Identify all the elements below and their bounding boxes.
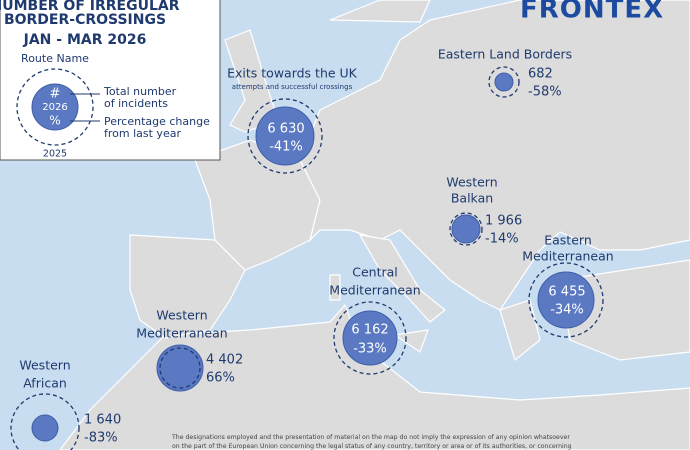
legend-number: # (50, 87, 61, 102)
legend-year: 2026 (42, 102, 67, 113)
disclaimer: on the part of the European Union concer… (172, 443, 572, 450)
route-total: 6 455 (548, 285, 585, 300)
route-total: 682 (528, 67, 553, 82)
route-ring (528, 262, 604, 338)
route-ring (247, 98, 323, 174)
route-ring (333, 301, 407, 375)
route-ring (159, 347, 201, 389)
legend-ring (16, 68, 94, 146)
route-name: Eastern (544, 233, 592, 248)
route-dot (451, 214, 481, 244)
land (59, 0, 690, 450)
route-name: Mediterranean (329, 283, 420, 298)
route-dot (494, 72, 514, 92)
route-total: 6 162 (351, 323, 388, 338)
route-total: 6 630 (267, 122, 304, 137)
title: BORDER-CROSSINGS (4, 12, 166, 28)
route-name: Central (352, 265, 398, 280)
route-name: Western (156, 308, 207, 323)
disclaimer: The designations employed and the presen… (171, 434, 570, 441)
route-dot (156, 344, 204, 392)
route-change: -83% (84, 431, 118, 446)
route-name: Eastern Land Borders (438, 47, 572, 62)
route-subtitle: attempts and successful crossings (232, 83, 353, 91)
route-change: -58% (528, 85, 562, 100)
route-change: -33% (353, 342, 387, 357)
route-dot (255, 106, 315, 166)
route-dot (342, 310, 398, 366)
route-total: 1 640 (84, 413, 121, 428)
route-name: African (23, 376, 67, 391)
legend-route-name: Route Name (21, 52, 89, 65)
legend-percent: % (49, 114, 60, 128)
route-dot (537, 271, 595, 329)
route-name: Western (19, 358, 70, 373)
legend-label: of incidents (104, 97, 168, 110)
route-change: -14% (485, 232, 519, 247)
route-ring (488, 66, 520, 98)
legend-year: 2025 (43, 149, 67, 160)
route-ring (449, 212, 483, 246)
route-name: Mediterranean (136, 326, 227, 341)
route-ring (10, 393, 80, 450)
title: NUMBER OF IRREGULAR (0, 0, 180, 14)
logo: FRONTEX (520, 0, 664, 25)
legend-label: Percentage change (104, 115, 210, 128)
route-dot (31, 414, 59, 442)
route-name: Mediterranean (522, 249, 613, 264)
route-total: 4 402 (206, 353, 243, 368)
legend-box (0, 0, 221, 161)
legend-label: Total number (103, 85, 177, 98)
route-total: 1 966 (485, 214, 522, 229)
route-name: Exits towards the UK (227, 66, 358, 81)
route-change: 66% (206, 371, 235, 386)
route-change: -41% (269, 140, 303, 155)
route-change: -34% (550, 303, 584, 318)
title: JAN - MAR 2026 (23, 32, 147, 48)
legend-dot (31, 83, 79, 131)
route-name: Western (446, 175, 497, 190)
legend-label: from last year (104, 127, 181, 140)
route-name: Balkan (451, 191, 493, 206)
